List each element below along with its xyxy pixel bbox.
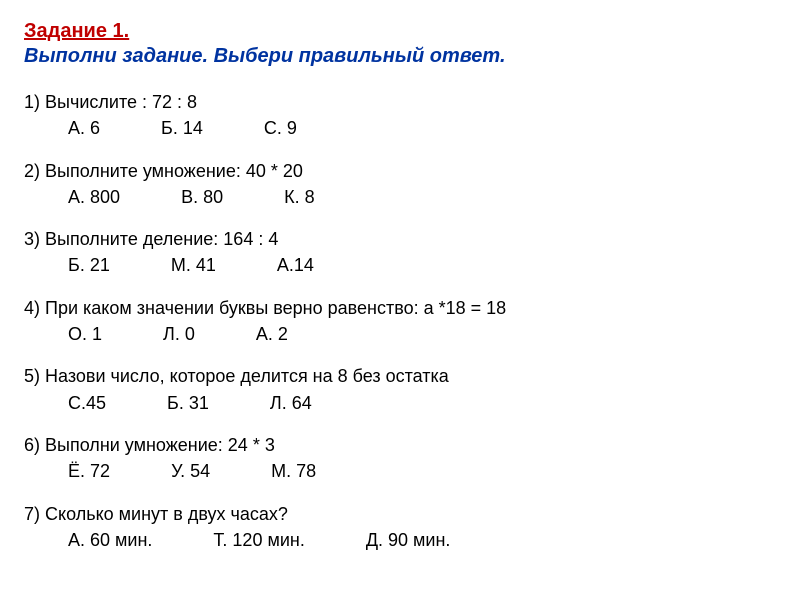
option[interactable]: М. 41 (171, 253, 216, 277)
option[interactable]: Л. 64 (270, 391, 312, 415)
option[interactable]: Ё. 72 (68, 459, 110, 483)
question-options: С.45 Б. 31 Л. 64 (24, 389, 776, 415)
option[interactable]: Б. 14 (161, 116, 203, 140)
question-block: 5) Назови число, которое делится на 8 бе… (24, 364, 776, 415)
option[interactable]: У. 54 (171, 459, 210, 483)
task-header-subtitle: Выполни задание. Выбери правильный ответ… (24, 45, 776, 68)
option[interactable]: С.45 (68, 391, 106, 415)
option[interactable]: Б. 21 (68, 253, 110, 277)
question-options: Ё. 72 У. 54 М. 78 (24, 457, 776, 483)
option[interactable]: Д. 90 мин. (366, 528, 451, 552)
question-prompt: 5) Назови число, которое делится на 8 бе… (24, 364, 776, 388)
option[interactable]: Т. 120 мин. (213, 528, 304, 552)
question-prompt: 3) Выполните деление: 164 : 4 (24, 227, 776, 251)
question-options: А. 6 Б. 14 С. 9 (24, 114, 776, 140)
option[interactable]: В. 80 (181, 185, 223, 209)
question-options: А. 60 мин. Т. 120 мин. Д. 90 мин. (24, 526, 776, 552)
question-options: А. 800 В. 80 К. 8 (24, 183, 776, 209)
question-options: О. 1 Л. 0 А. 2 (24, 320, 776, 346)
option[interactable]: А. 60 мин. (68, 528, 152, 552)
question-prompt: 4) При каком значении буквы верно равенс… (24, 296, 776, 320)
option[interactable]: А. 6 (68, 116, 100, 140)
question-prompt: 7) Сколько минут в двух часах? (24, 502, 776, 526)
option[interactable]: А.14 (277, 253, 314, 277)
task-header-title: Задание 1. (24, 20, 776, 43)
question-block: 2) Выполните умножение: 40 * 20 А. 800 В… (24, 159, 776, 210)
option[interactable]: Б. 31 (167, 391, 209, 415)
option[interactable]: Л. 0 (163, 322, 195, 346)
question-options: Б. 21 М. 41 А.14 (24, 251, 776, 277)
question-prompt: 2) Выполните умножение: 40 * 20 (24, 159, 776, 183)
option[interactable]: А. 800 (68, 185, 120, 209)
option[interactable]: С. 9 (264, 116, 297, 140)
question-block: 7) Сколько минут в двух часах? А. 60 мин… (24, 502, 776, 553)
question-block: 6) Выполни умножение: 24 * 3 Ё. 72 У. 54… (24, 433, 776, 484)
question-block: 3) Выполните деление: 164 : 4 Б. 21 М. 4… (24, 227, 776, 278)
question-prompt: 1) Вычислите : 72 : 8 (24, 90, 776, 114)
option[interactable]: А. 2 (256, 322, 288, 346)
question-block: 1) Вычислите : 72 : 8 А. 6 Б. 14 С. 9 (24, 90, 776, 141)
question-block: 4) При каком значении буквы верно равенс… (24, 296, 776, 347)
option[interactable]: М. 78 (271, 459, 316, 483)
option[interactable]: О. 1 (68, 322, 102, 346)
option[interactable]: К. 8 (284, 185, 315, 209)
question-prompt: 6) Выполни умножение: 24 * 3 (24, 433, 776, 457)
